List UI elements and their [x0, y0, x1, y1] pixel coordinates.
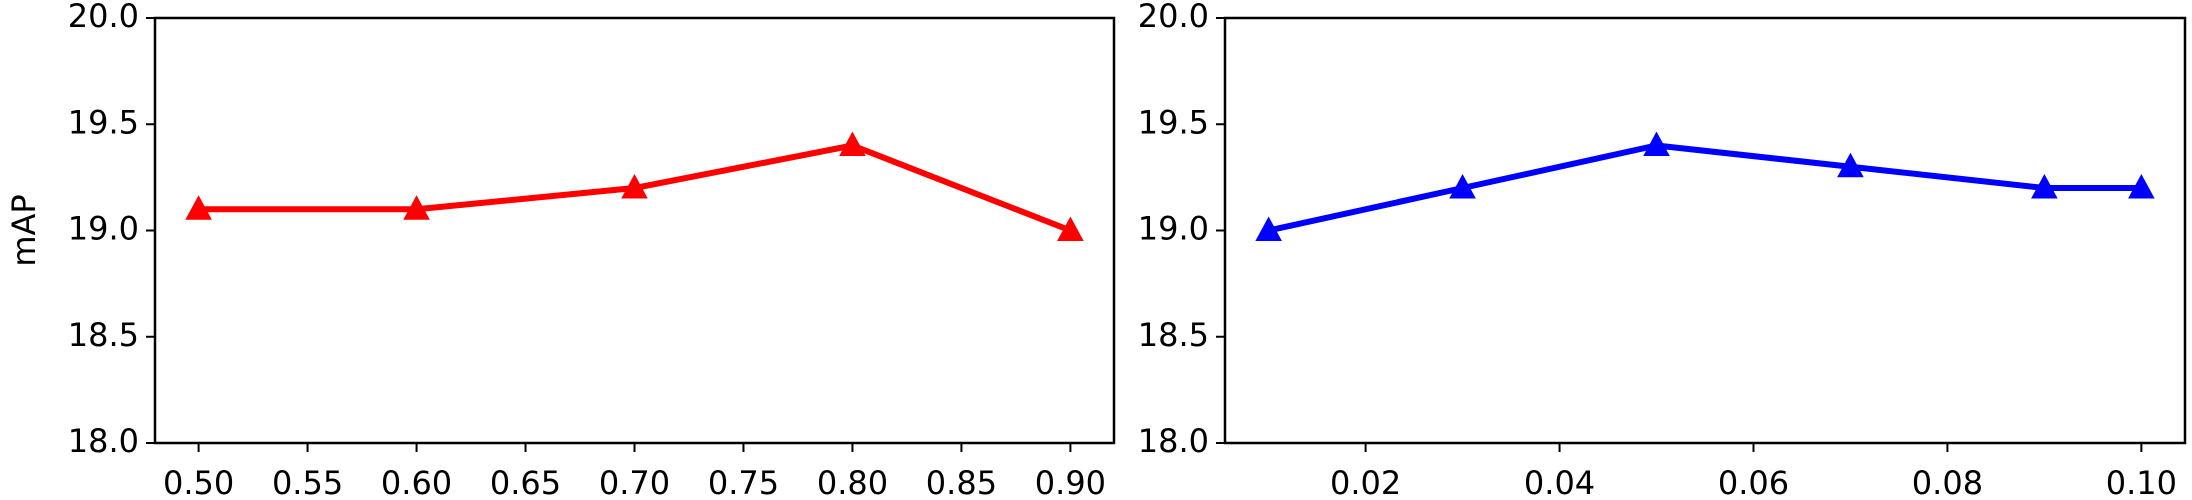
- x-tick-label: 0.08: [1912, 464, 1983, 500]
- y-axis-label: mAP: [5, 194, 43, 266]
- plot-frame: [153, 16, 1116, 445]
- y-tick-label: 19.5: [1138, 103, 1209, 141]
- x-tick-label: 0.10: [2106, 464, 2177, 500]
- x-tick-label: 0.60: [381, 464, 452, 500]
- y-tick-label: 19.0: [68, 210, 139, 248]
- y-tick-label: 18.5: [1138, 316, 1209, 354]
- x-tick-label: 0.70: [599, 464, 670, 500]
- x-tick-label: 0.50: [163, 464, 234, 500]
- marker: [839, 131, 866, 156]
- marker: [1449, 174, 1476, 199]
- x-tick-label: 0.04: [1524, 464, 1595, 500]
- x-tick-label: 0.85: [926, 464, 997, 500]
- marker: [185, 195, 212, 220]
- plot-frame: [1223, 16, 2187, 445]
- y-tick-label: 20.0: [68, 0, 139, 35]
- marker: [621, 174, 648, 199]
- x-tick-label: 0.02: [1330, 464, 1401, 500]
- y-tick-label: 19.5: [68, 103, 139, 141]
- x-tick-label: 0.65: [490, 464, 561, 500]
- marker: [1643, 131, 1670, 156]
- x-tick-label: 0.90: [1035, 464, 1106, 500]
- y-tick-label: 20.0: [1138, 0, 1209, 35]
- marker: [403, 195, 430, 220]
- x-tick-label: 0.80: [817, 464, 888, 500]
- y-tick-label: 18.0: [68, 422, 139, 460]
- x-tick-label: 0.75: [708, 464, 779, 500]
- x-tick-label: 0.55: [272, 464, 343, 500]
- y-tick-label: 19.0: [1138, 210, 1209, 248]
- marker: [1837, 152, 1864, 178]
- marker: [2031, 174, 2058, 199]
- marker: [1255, 216, 1282, 241]
- marker: [2128, 174, 2155, 199]
- x-tick-label: 0.06: [1718, 464, 1789, 500]
- marker: [1057, 216, 1084, 241]
- line: [1267, 142, 2142, 234]
- y-tick-label: 18.0: [1138, 422, 1209, 460]
- y-tick-label: 18.5: [68, 316, 139, 354]
